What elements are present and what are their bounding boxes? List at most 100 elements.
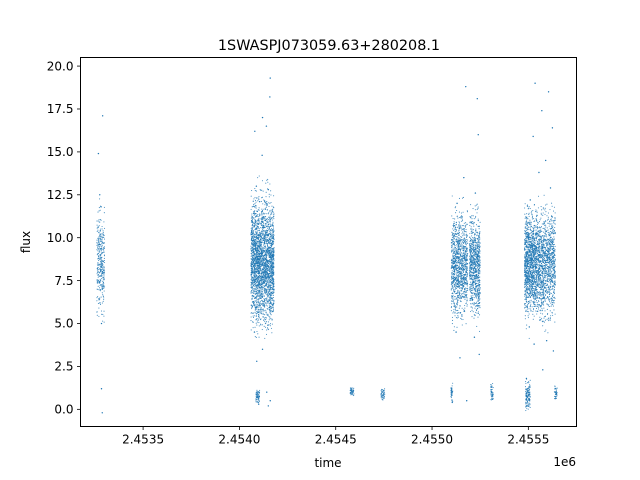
data-point — [258, 207, 260, 209]
data-point — [461, 233, 463, 235]
data-point — [477, 262, 479, 264]
data-point — [456, 269, 458, 271]
data-point — [469, 236, 471, 238]
data-point — [103, 265, 105, 267]
data-point — [258, 272, 260, 275]
data-point — [265, 273, 268, 275]
data-point — [456, 283, 458, 285]
data-point — [272, 277, 274, 279]
data-point — [458, 242, 460, 244]
data-point — [473, 272, 475, 274]
data-point — [456, 244, 458, 246]
data-point — [260, 222, 262, 224]
data-point — [260, 270, 262, 272]
data-point — [479, 256, 481, 258]
data-point — [263, 295, 265, 298]
data-point — [474, 245, 476, 247]
data-point — [469, 216, 471, 218]
data-point — [268, 264, 270, 266]
data-point — [271, 279, 273, 281]
data-point — [452, 240, 454, 242]
data-point — [268, 289, 270, 291]
data-point — [265, 299, 267, 302]
data-point — [264, 246, 266, 248]
data-point — [264, 258, 267, 261]
data-point — [466, 280, 468, 282]
data-point — [466, 254, 468, 256]
data-point — [256, 261, 258, 263]
data-point — [472, 215, 474, 217]
data-point — [262, 300, 265, 303]
data-point — [265, 272, 267, 274]
data-point — [268, 269, 270, 271]
data-point — [98, 225, 100, 227]
data-point — [469, 251, 471, 253]
data-point — [272, 208, 274, 210]
data-point — [269, 259, 271, 261]
data-point — [471, 240, 474, 242]
data-point — [462, 296, 464, 298]
data-point — [470, 244, 472, 246]
data-point — [477, 220, 479, 222]
data-point — [461, 263, 463, 265]
data-point — [463, 277, 465, 279]
data-point — [465, 223, 467, 225]
data-point — [266, 222, 268, 224]
data-point — [103, 221, 105, 223]
data-point — [455, 261, 457, 264]
data-point — [461, 269, 463, 271]
data-point — [101, 313, 103, 315]
data-point — [349, 392, 351, 394]
data-point — [477, 241, 479, 243]
data-point — [452, 312, 454, 314]
data-point — [251, 277, 253, 279]
data-point — [259, 214, 261, 216]
data-point — [269, 242, 271, 244]
data-point — [465, 256, 467, 258]
data-point — [456, 272, 458, 274]
data-point — [271, 298, 273, 300]
data-point — [256, 241, 258, 243]
data-point — [100, 310, 103, 312]
data-point — [471, 257, 473, 259]
data-point — [476, 282, 478, 285]
data-point — [97, 245, 99, 247]
data-point — [97, 253, 99, 255]
data-point — [251, 299, 253, 301]
data-point — [450, 268, 452, 270]
data-point — [266, 235, 268, 237]
data-point — [476, 260, 478, 262]
data-point — [273, 238, 275, 241]
data-point — [460, 236, 462, 238]
data-point — [456, 302, 458, 304]
data-point — [101, 236, 103, 238]
data-point — [101, 275, 103, 277]
data-point — [466, 275, 469, 277]
data-point — [252, 249, 254, 252]
data-point — [98, 269, 100, 271]
data-point — [96, 230, 98, 232]
data-point — [470, 271, 472, 273]
data-point — [476, 263, 478, 265]
data-point — [252, 239, 254, 241]
data-point — [98, 219, 100, 221]
data-point — [458, 265, 460, 267]
data-point — [265, 201, 267, 203]
data-point — [252, 281, 254, 283]
data-point — [268, 259, 270, 261]
data-point — [101, 263, 103, 265]
data-point — [477, 295, 479, 297]
data-point — [470, 285, 472, 287]
data-point — [101, 244, 103, 246]
data-point — [262, 312, 264, 314]
data-point — [101, 237, 103, 239]
data-point — [250, 316, 252, 318]
data-point — [270, 229, 272, 232]
data-point — [457, 269, 459, 271]
data-point — [458, 281, 460, 283]
data-point — [451, 215, 453, 217]
data-point — [261, 263, 264, 265]
data-point — [462, 238, 464, 241]
data-point — [258, 280, 260, 282]
data-point — [99, 235, 101, 238]
